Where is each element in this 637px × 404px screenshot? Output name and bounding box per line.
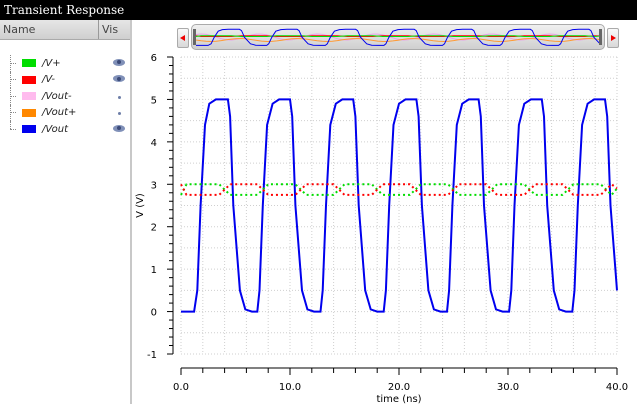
tree-connector <box>10 95 16 97</box>
name-column-header[interactable]: Name <box>0 20 99 39</box>
eye-icon <box>113 58 125 66</box>
signal-label: /Vout- <box>42 90 72 102</box>
series-v <box>180 182 618 196</box>
visibility-toggle[interactable] <box>108 58 130 69</box>
y-tick-label: 2 <box>151 223 157 234</box>
color-swatch <box>22 59 36 68</box>
tree-guide <box>10 121 11 130</box>
tree-guide <box>10 55 11 72</box>
signal-label: /V+ <box>42 57 61 69</box>
x-axis: 0.0 10.0 20.0 30.0 40.0 time (ns) <box>173 367 628 404</box>
hidden-dot-icon <box>117 112 121 116</box>
x-tick-label: 10.0 <box>279 382 301 393</box>
signal-item[interactable]: /V+ <box>0 55 130 72</box>
signal-item[interactable]: /Vout <box>0 121 130 138</box>
overview-series <box>196 28 601 46</box>
eye-icon <box>113 75 125 83</box>
y-tick-label: 1 <box>151 265 157 276</box>
visibility-toggle[interactable] <box>108 107 130 118</box>
visibility-toggle[interactable] <box>108 74 130 85</box>
visibility-toggle[interactable] <box>108 91 130 102</box>
overview-series <box>195 35 601 37</box>
color-swatch <box>22 108 36 117</box>
window-title: Transient Response <box>0 0 637 20</box>
scroll-right-button[interactable] <box>607 28 619 48</box>
signal-label: /Vout+ <box>42 107 77 119</box>
tree-connector <box>10 79 16 81</box>
y-tick-label: -1 <box>147 350 157 361</box>
signal-item[interactable]: /Vout- <box>0 88 130 105</box>
color-swatch <box>22 125 36 134</box>
x-axis-label: time (ns) <box>376 394 421 404</box>
tree-guide <box>10 88 11 105</box>
tree-connector <box>10 62 16 64</box>
signal-label: /V- <box>42 74 55 86</box>
x-tick-label: 0.0 <box>173 382 189 393</box>
arrow-right-icon <box>611 35 616 41</box>
signal-list-header: Name Vis <box>0 20 130 40</box>
y-tick-label: 5 <box>151 95 157 106</box>
tree-connector <box>10 112 16 114</box>
arrow-left-icon <box>180 35 185 41</box>
y-axis-label: V (V) <box>135 193 146 218</box>
overview-vout-minus <box>195 33 601 41</box>
tree-guide <box>10 104 11 121</box>
overview-mini-plot <box>193 28 602 46</box>
signal-label: /Vout <box>42 123 69 135</box>
x-tick-label: 40.0 <box>606 382 628 393</box>
series-v <box>180 183 618 197</box>
signal-item[interactable]: /Vout+ <box>0 104 130 121</box>
overview-right-handle <box>599 29 602 45</box>
signal-list-panel: Name Vis /V+ /V- /Vout- /Vout+ /Vout <box>0 20 132 404</box>
scroll-left-button[interactable] <box>177 28 189 48</box>
plot-area: -1 0 1 2 3 4 5 6 V (V) 0.0 10.0 20.0 30.0 40.0 time (n… <box>132 20 637 404</box>
signal-item[interactable]: /V- <box>0 71 130 88</box>
y-axis: -1 0 1 2 3 4 5 6 V (V) <box>135 53 174 361</box>
vis-column-header[interactable]: Vis <box>102 23 119 36</box>
overview-track[interactable] <box>191 24 605 50</box>
color-swatch <box>22 75 36 84</box>
eye-icon <box>113 124 125 132</box>
transient-chart[interactable]: -1 0 1 2 3 4 5 6 V (V) 0.0 10.0 20.0 30.0 40.0 time (n… <box>132 20 637 404</box>
visibility-toggle[interactable] <box>108 124 130 135</box>
y-tick-label: 0 <box>151 308 157 319</box>
overview-vout-plus <box>195 37 601 43</box>
signal-tree: /V+ /V- /Vout- /Vout+ /Vout <box>0 55 130 138</box>
hidden-dot-icon <box>117 95 121 99</box>
y-tick-label: 4 <box>151 138 157 149</box>
overview-scroller[interactable] <box>177 24 619 50</box>
overview-left-handle <box>193 29 196 45</box>
tree-connector <box>10 128 16 130</box>
y-tick-label: 3 <box>151 180 157 191</box>
grid <box>180 56 618 355</box>
overview-series <box>195 35 601 38</box>
color-swatch <box>22 92 36 101</box>
x-tick-label: 20.0 <box>388 382 410 393</box>
y-tick-label: 6 <box>151 53 157 64</box>
x-tick-label: 30.0 <box>497 382 519 393</box>
series-vout <box>181 98 618 313</box>
tree-guide <box>10 71 11 88</box>
